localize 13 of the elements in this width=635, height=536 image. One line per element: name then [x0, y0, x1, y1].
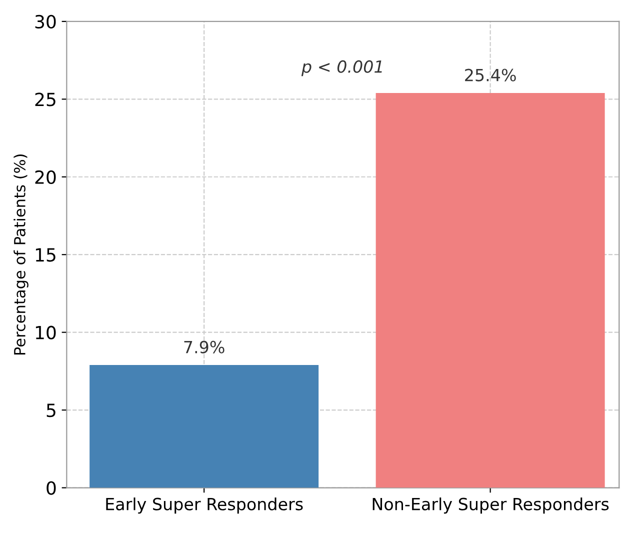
x-tick-label: Non-Early Super Responders	[372, 497, 609, 514]
annotation: p < 0.001	[301, 60, 382, 76]
y-tick-label: 15	[36, 248, 56, 262]
y-tick-label: 25	[35, 92, 56, 106]
y-axis-title: Percentage of Patients (%)	[14, 154, 28, 355]
y-tick-label: 20	[35, 170, 56, 184]
y-tick-label: 5	[46, 404, 56, 418]
y-tick-label: 0	[46, 481, 56, 495]
y-tick-label: 30	[35, 14, 56, 29]
x-tick-label: Early Super Responders	[106, 497, 303, 514]
y-tick-label: 10	[36, 326, 56, 340]
data-label: 7.9%	[184, 340, 224, 354]
data-label: 25.4%	[465, 68, 516, 82]
